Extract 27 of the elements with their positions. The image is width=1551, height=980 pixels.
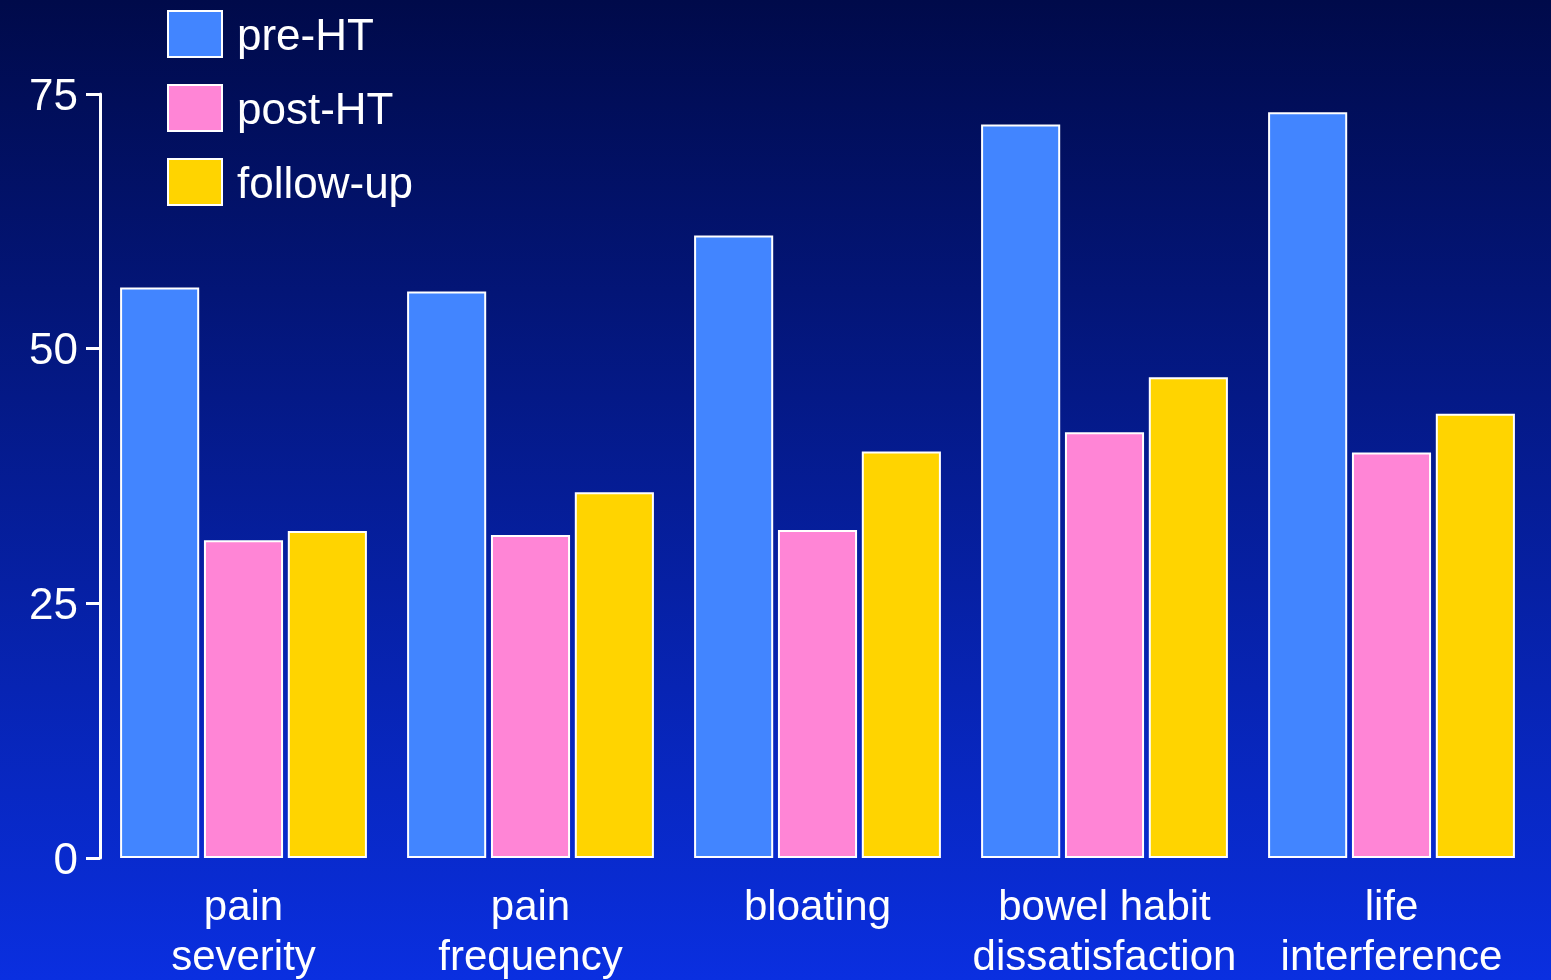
y-tick-label: 25 [29, 578, 78, 628]
bar [981, 124, 1061, 858]
y-tick-label: 75 [29, 69, 78, 119]
bar [861, 451, 941, 858]
x-tick-label: pain severity [171, 881, 316, 979]
bar [203, 540, 284, 858]
x-tick-label: life interference [1280, 881, 1503, 979]
x-tick-label: bowel habit dissatisfaction [972, 881, 1237, 979]
y-tick-label: 50 [29, 324, 78, 374]
legend-label: follow-up [237, 157, 414, 207]
bar [1064, 432, 1145, 858]
x-tick-label: pain frequency [438, 881, 623, 979]
bar [490, 535, 571, 858]
bar [287, 531, 367, 858]
bar [1148, 377, 1228, 858]
bar [120, 287, 200, 858]
bar [777, 529, 858, 858]
bar [574, 492, 654, 858]
bar [407, 291, 487, 858]
legend-label: post-HT [237, 83, 394, 133]
bar [1268, 112, 1348, 858]
legend-label: pre-HT [237, 9, 374, 59]
x-tick-label: bloating [743, 881, 892, 929]
bar [1351, 452, 1432, 858]
bar [694, 235, 774, 858]
bar [1435, 413, 1515, 858]
y-tick-label: 0 [53, 833, 78, 883]
